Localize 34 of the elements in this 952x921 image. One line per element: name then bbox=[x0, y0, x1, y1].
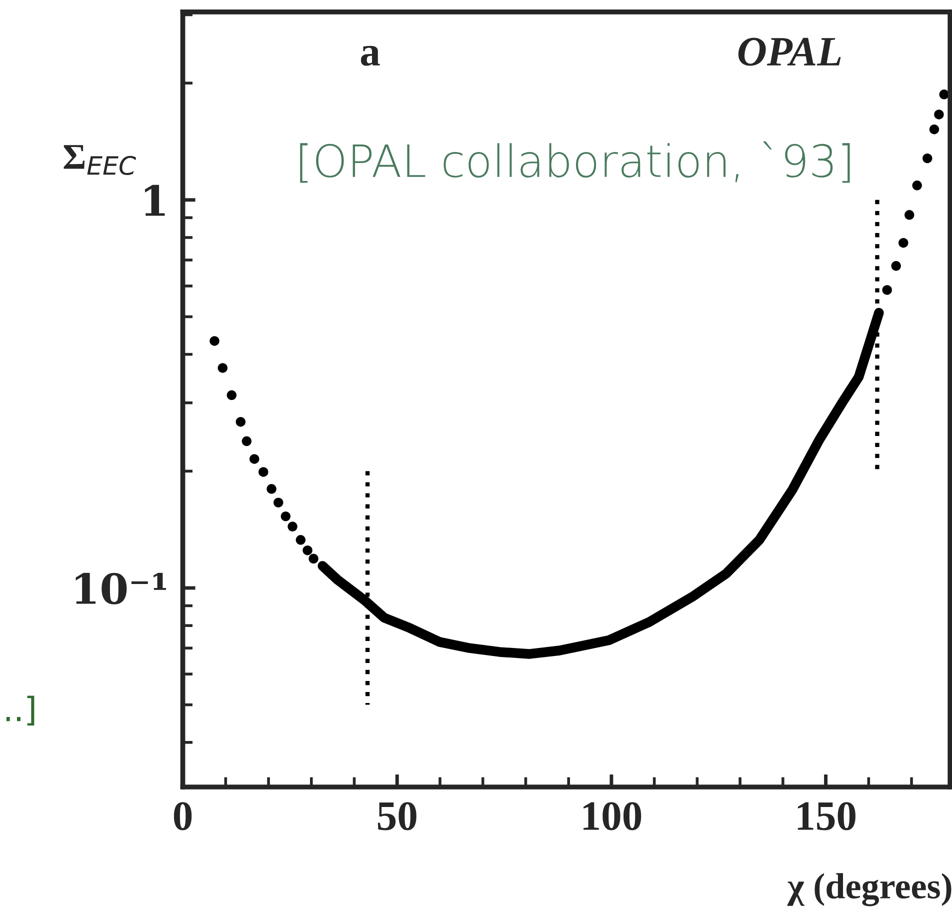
point bbox=[296, 535, 306, 545]
y-tick-label: 1 bbox=[144, 184, 165, 216]
point bbox=[288, 522, 298, 532]
point bbox=[236, 416, 246, 427]
point bbox=[266, 484, 276, 494]
point bbox=[934, 110, 944, 120]
point bbox=[912, 180, 922, 190]
point bbox=[210, 336, 220, 346]
point bbox=[882, 285, 892, 295]
x-tick-label: 0 bbox=[174, 802, 192, 830]
point bbox=[218, 363, 228, 373]
point bbox=[258, 467, 268, 477]
point bbox=[280, 511, 291, 522]
x-tick-label: 150 bbox=[798, 802, 856, 830]
point bbox=[929, 124, 940, 134]
annotation: a bbox=[360, 46, 380, 66]
point bbox=[302, 546, 312, 556]
point bbox=[891, 261, 901, 271]
point bbox=[308, 554, 318, 564]
annotation: OPAL bbox=[738, 38, 841, 66]
text: ..] bbox=[6, 696, 34, 726]
point bbox=[226, 390, 237, 400]
y-tick-label: 10⁻¹ bbox=[76, 572, 166, 604]
y-axis-title: Σ$_{EEC}$ bbox=[64, 145, 136, 176]
point bbox=[922, 153, 932, 164]
point bbox=[274, 498, 284, 508]
point bbox=[250, 454, 260, 464]
point bbox=[898, 238, 908, 248]
x-tick-label: 100 bbox=[584, 802, 642, 830]
x-axis-title: χ (degrees) bbox=[787, 873, 952, 906]
annotation: [OPAL collaboration, `93] bbox=[300, 141, 850, 183]
x-tick-label: 50 bbox=[378, 802, 416, 830]
point bbox=[242, 436, 252, 446]
point bbox=[904, 210, 914, 220]
